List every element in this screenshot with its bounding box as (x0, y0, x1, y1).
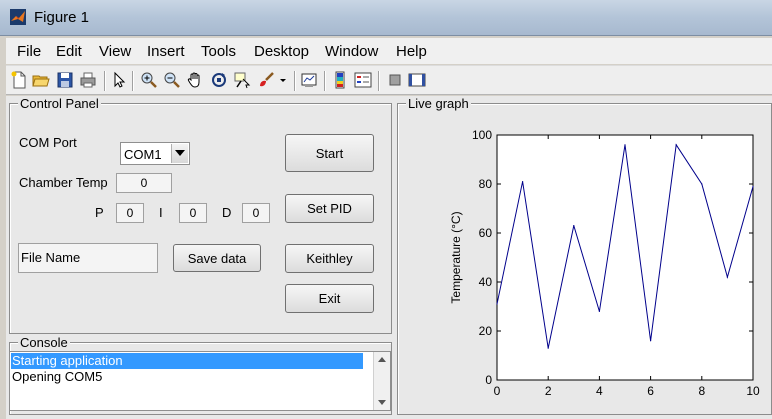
data-point (752, 185, 754, 188)
file-name-input[interactable]: File Name (18, 243, 158, 273)
link-plot-icon[interactable] (300, 71, 318, 89)
menu-desktop[interactable]: Desktop (254, 43, 310, 60)
console-scrollbar[interactable] (373, 352, 390, 410)
y-axis-label: Temperature (°C) (449, 211, 463, 303)
control-panel: Control Panel COM Port COM1 Chamber Temp… (9, 96, 392, 334)
x-tick-label: 8 (698, 384, 705, 398)
console-list[interactable]: Starting application Opening COM5 (9, 351, 391, 411)
chevron-down-icon[interactable] (171, 144, 188, 163)
menu-insert[interactable]: Insert (147, 43, 185, 60)
list-item[interactable]: Starting application (11, 353, 363, 369)
y-tick-label: 0 (485, 373, 492, 387)
set-pid-button[interactable]: Set PID (285, 194, 374, 223)
y-tick-label: 40 (479, 275, 493, 289)
d-label: D (222, 205, 232, 220)
hide-plot-tools-icon[interactable] (386, 71, 404, 89)
data-point (522, 180, 524, 183)
x-tick-label: 10 (746, 384, 760, 398)
x-tick-label: 0 (494, 384, 501, 398)
data-point (573, 225, 575, 227)
save-data-button[interactable]: Save data (173, 244, 261, 272)
i-label: I (159, 205, 163, 220)
y-tick-label: 60 (479, 226, 493, 240)
x-tick-label: 6 (647, 384, 654, 398)
com-port-label: COM Port (19, 135, 77, 150)
colorbar-icon[interactable] (331, 71, 349, 89)
menu-edit[interactable]: Edit (56, 43, 82, 60)
chamber-temp-label: Chamber Temp (19, 175, 108, 190)
d-input[interactable]: 0 (242, 203, 270, 223)
save-icon[interactable] (56, 71, 74, 89)
chamber-temp-value: 0 (116, 173, 172, 193)
menu-tools[interactable]: Tools (201, 43, 237, 60)
pan-hand-icon[interactable] (186, 71, 204, 89)
console-title: Console (18, 335, 70, 350)
data-point (701, 183, 703, 185)
brush-icon[interactable] (257, 71, 275, 89)
plot-area (496, 134, 754, 381)
p-input[interactable]: 0 (116, 203, 144, 223)
com-port-value: COM1 (124, 147, 162, 162)
data-point (726, 276, 728, 278)
menu-file[interactable]: File (17, 43, 42, 60)
scroll-down-icon[interactable] (378, 400, 386, 405)
control-panel-title: Control Panel (18, 96, 101, 111)
data-point (675, 144, 677, 146)
live-graph-title: Live graph (406, 96, 471, 111)
brush-dropdown-icon[interactable] (278, 71, 288, 89)
open-folder-icon[interactable] (32, 71, 50, 89)
list-item[interactable]: Opening COM5 (12, 369, 103, 384)
console-panel: Console Starting application Opening COM… (9, 335, 392, 415)
new-file-icon[interactable] (10, 71, 28, 89)
start-button[interactable]: Start (285, 134, 374, 172)
x-tick-label: 2 (545, 384, 552, 398)
data-cursor-icon[interactable] (233, 71, 251, 89)
matlab-icon (10, 9, 26, 25)
toolbar (6, 65, 772, 95)
scroll-up-icon[interactable] (378, 357, 386, 362)
p-label: P (95, 205, 104, 220)
com-port-select[interactable]: COM1 (120, 142, 190, 165)
pointer-arrow-icon[interactable] (110, 71, 128, 89)
rotate-3d-icon[interactable] (210, 71, 228, 89)
print-icon[interactable] (79, 71, 97, 89)
data-point (496, 303, 498, 305)
data-point (650, 340, 652, 342)
y-tick-label: 80 (479, 177, 493, 191)
menu-view[interactable]: View (99, 43, 132, 60)
menu-help[interactable]: Help (396, 43, 427, 60)
title-bar: Figure 1 (0, 0, 772, 36)
live-graph-panel: Live graph 0 2 4 6 8 10 0 20 40 60 80 100 Temperatur… (397, 96, 772, 415)
y-tick-label: 20 (479, 324, 493, 338)
zoom-out-icon[interactable] (163, 71, 181, 89)
menu-window[interactable]: Window (325, 43, 379, 60)
figure-area: Control Panel COM Port COM1 Chamber Temp… (6, 96, 772, 419)
y-tick-label: 100 (472, 128, 492, 142)
x-tick-label: 4 (596, 384, 603, 398)
window-title: Figure 1 (34, 9, 90, 26)
i-input[interactable]: 0 (179, 203, 207, 223)
data-point (598, 310, 600, 312)
data-point (547, 347, 549, 349)
exit-button[interactable]: Exit (285, 284, 374, 313)
legend-icon[interactable] (354, 71, 372, 89)
zoom-in-icon[interactable] (140, 71, 158, 89)
data-point (624, 144, 626, 146)
keithley-button[interactable]: Keithley (285, 244, 374, 273)
show-plot-tools-icon[interactable] (408, 71, 426, 89)
menu-bar: File Edit View Insert Tools Desktop Wind… (6, 38, 772, 64)
